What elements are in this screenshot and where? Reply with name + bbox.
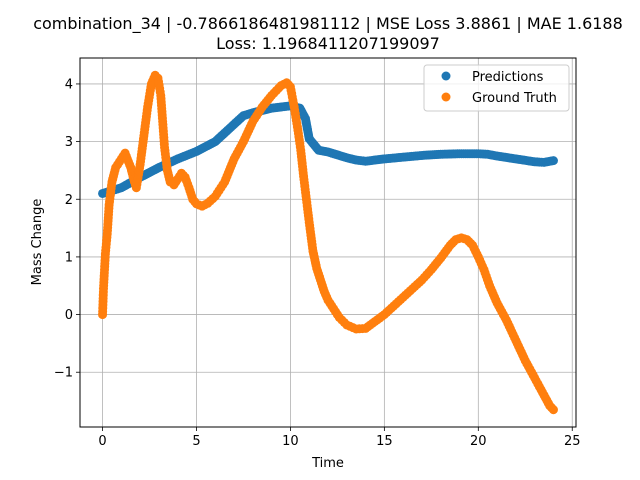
y-tick-label: 0 xyxy=(65,308,73,323)
y-tick-label: 1 xyxy=(65,250,73,265)
legend: Predictions Ground Truth xyxy=(423,64,570,112)
legend-marker-predictions xyxy=(441,71,451,81)
y-tick-label: 2 xyxy=(65,193,73,208)
legend-label-ground-truth: Ground Truth xyxy=(472,91,557,106)
x-tick-label: 5 xyxy=(192,434,200,449)
data-point xyxy=(548,405,558,415)
y-axis-label: Mass Change xyxy=(30,199,45,286)
y-tick-label: 4 xyxy=(65,77,73,92)
x-tick-label: 0 xyxy=(98,434,106,449)
chart-title-line-2: Loss: 1.1968411207199097 xyxy=(216,34,440,53)
x-axis-label: Time xyxy=(311,456,344,471)
plot-area-frame xyxy=(79,57,577,428)
y-tick-label: −1 xyxy=(54,366,73,381)
grid-lines xyxy=(80,58,576,427)
y-tick-label: 3 xyxy=(65,135,73,150)
axis-ticks: 0 5 10 15 20 25 −1 0 1 2 3 4 xyxy=(54,77,581,449)
legend-box xyxy=(423,64,570,112)
x-tick-label: 15 xyxy=(376,434,393,449)
data-point xyxy=(548,156,558,166)
x-tick-label: 20 xyxy=(470,434,487,449)
x-tick-label: 25 xyxy=(564,434,581,449)
chart-title-line-1: combination_34 | -0.7866186481981112 | M… xyxy=(33,14,623,34)
series-ground-truth xyxy=(98,70,558,415)
x-tick-label: 10 xyxy=(282,434,299,449)
series-layer xyxy=(98,70,558,415)
legend-label-predictions: Predictions xyxy=(472,70,544,85)
legend-marker-ground-truth xyxy=(441,92,451,102)
